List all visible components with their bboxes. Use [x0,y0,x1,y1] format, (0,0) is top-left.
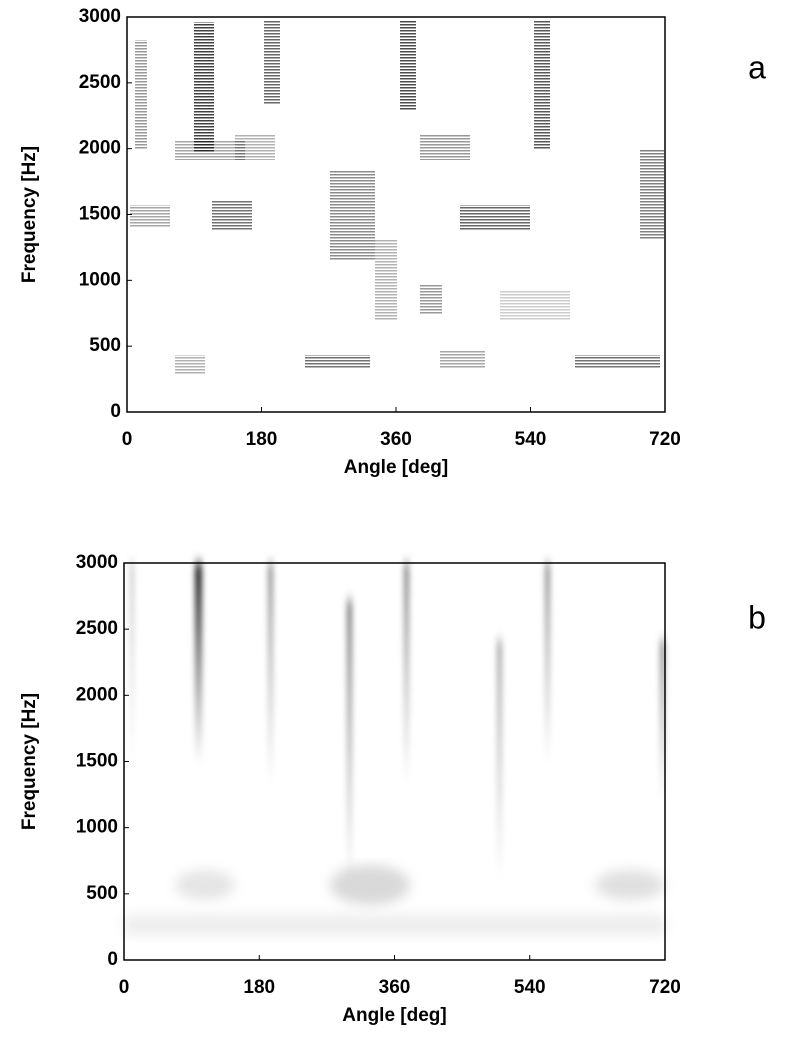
y-tick-label: 0 [107,949,118,970]
y-tick-label: 3000 [76,552,118,573]
x-tick-label: 360 [379,977,411,998]
x-axis-label: Angle [deg] [344,457,449,478]
x-axis-label: Angle [deg] [342,1005,447,1026]
x-tick-label: 180 [243,977,275,998]
spectrogram-texture-a [130,20,664,375]
spectrogram-texture-b [130,563,665,880]
y-tick-label: 3000 [79,6,121,27]
x-tick-label: 360 [380,429,412,450]
y-tick-label: 500 [89,335,121,356]
x-tick-label: 0 [122,429,133,450]
y-tick-label: 1000 [79,269,121,290]
y-tick-label: 1500 [76,751,118,772]
x-tick-label: 720 [649,429,681,450]
x-tick-label: 180 [246,429,278,450]
y-tick-label: 1000 [76,817,118,838]
y-tick-label: 2000 [79,138,121,159]
y-tick-label: 0 [110,401,121,422]
y-tick-label: 2500 [76,618,118,639]
x-tick-label: 540 [514,977,546,998]
spectrogram-haze-b [124,865,665,935]
x-tick-label: 720 [649,977,681,998]
y-tick-label: 1500 [79,204,121,225]
y-tick-label: 2000 [76,684,118,705]
y-axis-label: Frequency [Hz] [19,146,40,283]
x-tick-label: 0 [119,977,130,998]
x-tick-label: 540 [515,429,547,450]
y-tick-label: 500 [86,883,118,904]
y-tick-label: 2500 [79,72,121,93]
panel-label: b [748,599,766,635]
panel-label: a [748,49,766,85]
y-axis-label: Frequency [Hz] [19,693,40,830]
